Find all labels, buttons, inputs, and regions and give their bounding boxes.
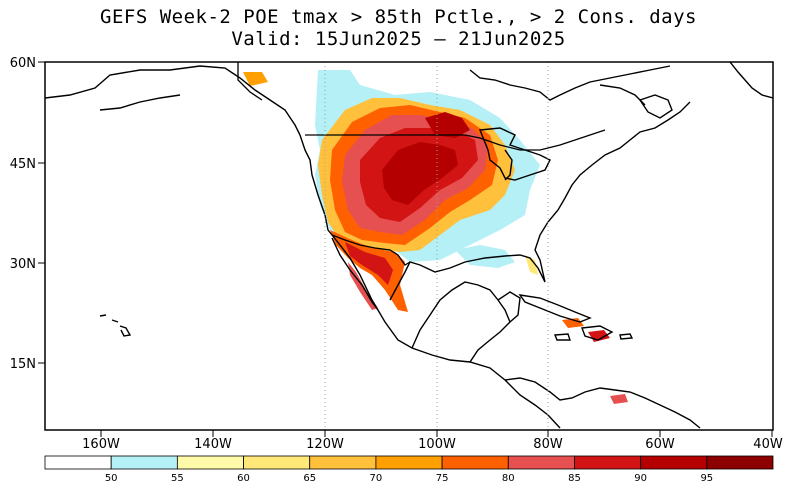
- heat-region-florida: [525, 255, 538, 275]
- colorbar-label: 50: [105, 473, 118, 484]
- coastline-central-america: [504, 377, 701, 429]
- colorbar-swatch: [176, 455, 244, 470]
- colorbar-swatch: [44, 455, 112, 470]
- coastline-gulf-west: [411, 281, 511, 363]
- colorbar-swatch: [441, 455, 509, 470]
- colorbar-swatch: [375, 455, 443, 470]
- lon-label-140w: 140W: [194, 437, 232, 452]
- colorbar-label: 95: [700, 473, 713, 484]
- lat-label-30n: 30N: [10, 257, 36, 272]
- heat-region-dakota-core: [425, 112, 470, 138]
- coastline-pacific: [299, 134, 561, 429]
- colorbar: 50 55 60 65 70 75 80 85 90 95: [44, 455, 774, 484]
- colorbar-label: 65: [303, 473, 316, 484]
- map-frame: [44, 61, 774, 431]
- coastline-cuba: [518, 294, 592, 323]
- colorbar-swatch: [243, 455, 311, 470]
- coastline-greenland: [729, 62, 773, 99]
- lat-label-15n: 15N: [10, 357, 36, 372]
- graticule: [324, 62, 549, 430]
- coastline-yucatan: [497, 291, 521, 323]
- lat-label-45n: 45N: [10, 157, 36, 172]
- heat-shading: [243, 70, 628, 404]
- coastline-puerto-rico: [619, 333, 634, 340]
- heat-region-canada: [243, 72, 268, 86]
- coastline-atlantic: [539, 101, 691, 236]
- coastline-gulf: [389, 234, 546, 301]
- map-title: GEFS Week-2 POE tmax > 85th Pctle., > 2 …: [100, 6, 697, 28]
- border-us-canada: [305, 129, 606, 151]
- coastline-hawaii: [99, 314, 132, 337]
- longitude-labels: 160W 140W 120W 100W 80W 60W 40W: [82, 430, 783, 452]
- colorbar-label: 85: [568, 473, 581, 484]
- great-lakes: [479, 127, 551, 181]
- coastlines: [45, 62, 773, 429]
- lon-label-100w: 100W: [418, 437, 456, 452]
- country-borders: [237, 62, 606, 266]
- lat-label-60n: 60N: [10, 56, 36, 71]
- coastline-hudson: [469, 65, 671, 101]
- colorbar-swatch: [640, 455, 708, 470]
- map-subtitle: Valid: 15Jun2025 – 21Jun2025: [231, 28, 566, 50]
- heat-region-core-darkred: [382, 142, 458, 205]
- lon-label-60w: 60W: [645, 437, 675, 452]
- lake-michigan: [504, 149, 513, 181]
- latitude-labels: 60N 45N 30N 15N: [10, 56, 45, 372]
- lon-label-80w: 80W: [533, 437, 563, 452]
- colorbar-label: 70: [370, 473, 383, 484]
- colorbar-swatch: [309, 455, 377, 470]
- coastline-baja: [331, 237, 379, 311]
- coastline-labrador: [599, 84, 646, 106]
- heat-region-venezuela: [610, 394, 628, 404]
- colorbar-label: 90: [634, 473, 647, 484]
- lon-label-120w: 120W: [306, 437, 344, 452]
- colorbar-label: 80: [502, 473, 515, 484]
- colorbar-swatch: [706, 455, 774, 470]
- heat-region-southwest-red: [345, 242, 393, 285]
- border-alaska-canada: [237, 62, 263, 101]
- colorbar-label: 55: [171, 473, 184, 484]
- colorbar-swatch: [110, 455, 178, 470]
- colorbar-swatch: [574, 455, 642, 470]
- coastline-alaska-peninsula: [99, 94, 181, 111]
- lon-label-160w: 160W: [82, 437, 120, 452]
- border-us-mexico: [331, 234, 411, 266]
- coastline-hispaniola: [581, 325, 614, 341]
- heat-region-texas: [455, 245, 515, 268]
- colorbar-label: 60: [237, 473, 250, 484]
- colorbar-label: 75: [436, 473, 449, 484]
- coastline-jamaica: [553, 333, 571, 341]
- coastline-newfoundland: [638, 94, 673, 119]
- coastline-alaska: [45, 65, 301, 136]
- colorbar-swatch: [507, 455, 575, 470]
- heat-region-cuba: [562, 318, 584, 328]
- lon-label-40w: 40W: [753, 437, 783, 452]
